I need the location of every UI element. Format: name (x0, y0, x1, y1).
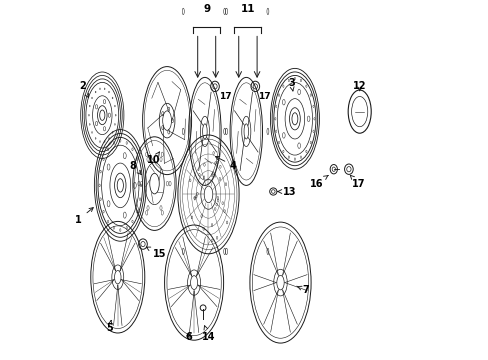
Text: 16: 16 (309, 175, 327, 189)
Text: 8: 8 (129, 161, 141, 175)
Text: 9: 9 (203, 4, 210, 14)
Text: 2: 2 (79, 81, 88, 98)
Text: 4: 4 (215, 157, 236, 171)
Text: 14: 14 (202, 326, 215, 342)
Text: 5: 5 (106, 320, 112, 333)
Text: 3: 3 (287, 78, 294, 91)
Text: 12: 12 (352, 81, 366, 91)
Text: 11: 11 (241, 4, 255, 14)
Text: 13: 13 (277, 186, 296, 197)
Text: 17: 17 (258, 92, 270, 101)
Text: 17: 17 (218, 92, 231, 101)
Text: 1: 1 (75, 208, 93, 225)
Text: 15: 15 (146, 247, 166, 259)
Text: 6: 6 (185, 332, 191, 342)
Text: 17: 17 (349, 175, 365, 189)
Text: 10: 10 (147, 152, 160, 165)
Text: 7: 7 (296, 285, 308, 295)
